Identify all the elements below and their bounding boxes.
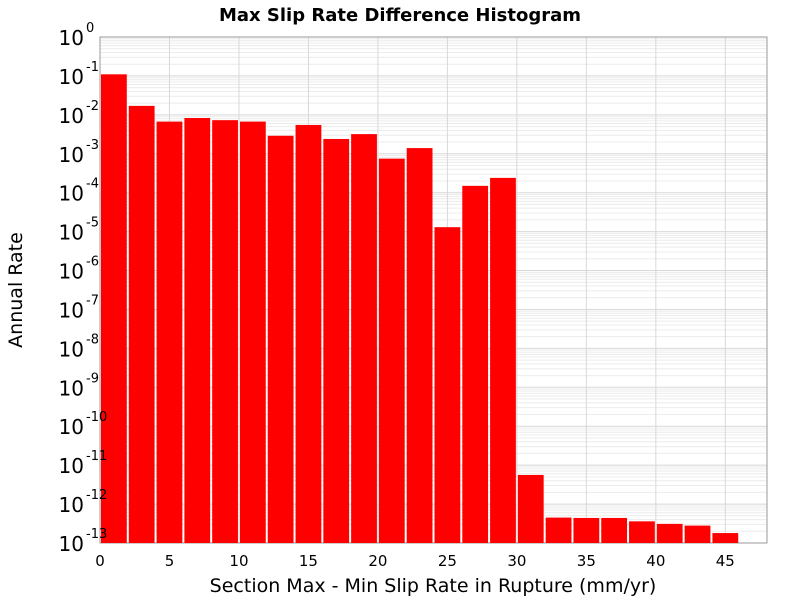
svg-text:10: 10 [59, 454, 84, 478]
x-tick-label: 25 [438, 552, 457, 570]
bar [712, 533, 739, 543]
svg-text:-4: -4 [86, 177, 99, 192]
plot-area [99, 36, 768, 544]
bar [156, 121, 183, 544]
svg-text:-10: -10 [86, 410, 107, 425]
x-tick-label: 15 [299, 552, 318, 570]
svg-text:-11: -11 [86, 449, 107, 464]
bars-group [101, 74, 739, 544]
svg-text:10: 10 [59, 182, 84, 206]
y-tick-label: 10 -5 [59, 216, 99, 245]
svg-text:0: 0 [86, 21, 94, 36]
x-axis-ticks: 0 5 10 15 20 25 30 35 40 45 [95, 552, 735, 570]
bar [601, 517, 628, 543]
svg-text:10: 10 [59, 376, 84, 400]
svg-text:-9: -9 [86, 371, 99, 386]
bar [517, 474, 544, 543]
bar [490, 177, 516, 543]
svg-text:-8: -8 [86, 332, 99, 347]
chart-title: Max Slip Rate Difference Histogram [219, 5, 581, 26]
y-tick-label: 10 -11 [59, 449, 108, 478]
svg-text:-1: -1 [86, 60, 99, 75]
bar [351, 134, 377, 543]
bar [323, 138, 350, 543]
svg-text:10: 10 [59, 260, 84, 284]
y-tick-label: 10 -12 [59, 488, 108, 517]
bar [573, 517, 600, 543]
bar [101, 74, 127, 543]
svg-text:10: 10 [59, 26, 84, 50]
x-tick-label: 45 [716, 552, 735, 570]
bar [545, 517, 572, 543]
y-tick-label: 10 -7 [59, 293, 99, 322]
y-tick-label: 10 0 [59, 21, 95, 50]
y-tick-label: 10 -13 [59, 527, 108, 556]
svg-text:-12: -12 [86, 488, 107, 503]
svg-text:10: 10 [59, 65, 84, 89]
svg-text:-5: -5 [86, 216, 99, 231]
y-tick-label: 10 -4 [59, 177, 99, 206]
y-axis-ticks: 10 010 -110 -210 -310 -410 -510 -610 -710 -810 -91… [59, 21, 108, 556]
svg-text:10: 10 [59, 104, 84, 128]
svg-text:-7: -7 [86, 293, 99, 308]
bar [212, 120, 238, 543]
bar [656, 523, 683, 543]
svg-text:10: 10 [59, 532, 84, 556]
y-axis-label: Annual Rate [5, 232, 27, 348]
bar [128, 105, 155, 543]
y-tick-label: 10 -2 [59, 99, 99, 128]
y-tick-label: 10 -9 [59, 371, 99, 400]
x-tick-label: 35 [577, 552, 596, 570]
svg-text:10: 10 [59, 337, 84, 361]
bar [629, 521, 655, 543]
svg-text:10: 10 [59, 298, 84, 322]
bar [684, 525, 711, 543]
svg-text:10: 10 [59, 221, 84, 245]
y-tick-label: 10 -3 [59, 138, 99, 167]
bar [267, 135, 294, 543]
bar [239, 121, 266, 544]
svg-text:-3: -3 [86, 138, 99, 153]
bar [434, 227, 461, 543]
svg-text:10: 10 [59, 415, 84, 439]
x-tick-label: 30 [507, 552, 526, 570]
x-tick-label: 5 [165, 552, 175, 570]
y-tick-label: 10 -10 [59, 410, 108, 439]
y-tick-label: 10 -8 [59, 332, 99, 361]
x-tick-label: 20 [368, 552, 387, 570]
svg-text:10: 10 [59, 493, 84, 517]
bar [184, 117, 211, 543]
x-tick-label: 40 [646, 552, 665, 570]
bar [462, 185, 489, 543]
svg-text:-6: -6 [86, 255, 99, 270]
x-axis-label: Section Max - Min Slip Rate in Rupture (… [210, 575, 657, 597]
x-tick-label: 10 [229, 552, 248, 570]
y-tick-label: 10 -6 [59, 255, 99, 284]
x-tick-label: 0 [95, 552, 105, 570]
svg-text:-2: -2 [86, 99, 99, 114]
bar [406, 148, 433, 543]
bar [295, 124, 322, 544]
svg-text:10: 10 [59, 143, 84, 167]
svg-text:-13: -13 [86, 527, 107, 542]
bar [378, 158, 405, 543]
y-tick-label: 10 -1 [59, 60, 99, 89]
